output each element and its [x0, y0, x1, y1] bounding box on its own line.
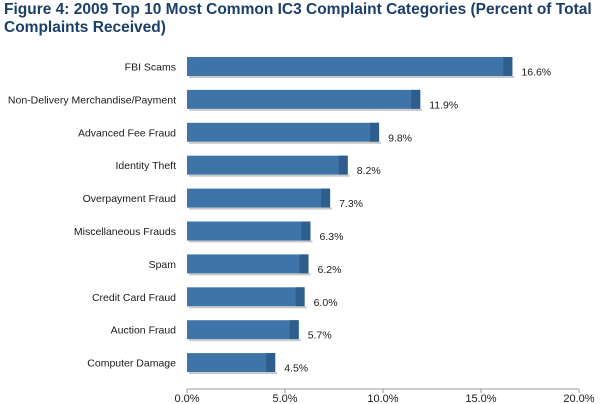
x-tick-label: 0.0%: [174, 393, 199, 404]
bar-shadow: [189, 339, 301, 342]
category-label: FBI Scams: [125, 62, 176, 74]
category-label: Credit Card Fraud: [92, 292, 176, 304]
value-label: 11.9%: [429, 99, 458, 111]
value-label: 8.2%: [357, 165, 381, 177]
x-axis: 0.0% 5.0% 10.0% 15.0% 20.0%: [174, 388, 595, 404]
bar-end-cap: [266, 353, 276, 373]
bar-end-cap: [299, 254, 309, 274]
bar-group: Computer Damage 4.5%: [87, 353, 308, 375]
bar-group: Advanced Fee Fraud 9.8%: [78, 122, 412, 144]
value-label: 5.7%: [308, 330, 332, 342]
bar-end-cap: [370, 122, 380, 142]
bar-group: Auction Fraud 5.7%: [111, 320, 332, 342]
bar-shadow: [189, 207, 333, 210]
bar-shadow: [189, 306, 307, 309]
bar-group: Miscellaneous Frauds 6.3%: [74, 221, 343, 243]
value-label: 7.3%: [339, 198, 363, 210]
category-label: Overpayment Fraud: [83, 193, 177, 205]
bar: [187, 89, 421, 109]
bar-group: Spam 6.2%: [149, 254, 342, 276]
category-label: Identity Theft: [115, 160, 176, 172]
x-tick-label: 20.0%: [563, 393, 594, 404]
bar-group: Identity Theft 8.2%: [115, 155, 381, 177]
chart-title: Figure 4: 2009 Top 10 Most Common IC3 Co…: [4, 1, 592, 36]
category-label: Computer Damage: [87, 358, 176, 370]
value-label: 6.2%: [318, 264, 342, 276]
value-label: 6.0%: [314, 297, 338, 309]
bar-end-cap: [503, 57, 513, 76]
category-label: Non-Delivery Merchandise/Payment: [8, 94, 176, 106]
bar-shadow: [189, 372, 278, 375]
category-label: Miscellaneous Frauds: [74, 226, 176, 238]
category-label: Auction Fraud: [111, 325, 177, 337]
bar: [187, 254, 309, 274]
bar-group: Credit Card Fraud 6.0%: [92, 287, 338, 309]
x-tick-label: 10.0%: [367, 393, 398, 404]
bar-end-cap: [321, 188, 331, 208]
value-label: 6.3%: [319, 231, 343, 243]
bar-group: FBI Scams 16.6%: [125, 57, 551, 79]
bar: [187, 57, 513, 76]
category-label: Spam: [149, 259, 177, 271]
x-tick-label: 5.0%: [272, 393, 297, 404]
bar: [187, 221, 311, 241]
bar-shadow: [189, 240, 313, 243]
value-label: 16.6%: [521, 67, 551, 79]
value-label: 9.8%: [388, 132, 412, 144]
bar-end-cap: [289, 320, 299, 340]
bar-group: Non-Delivery Merchandise/Payment 11.9%: [8, 89, 458, 111]
bar-shadow: [189, 273, 311, 276]
bar-shadow: [189, 108, 423, 111]
value-label: 4.5%: [284, 363, 308, 375]
bar-end-cap: [295, 287, 305, 307]
bar-end-cap: [301, 221, 311, 241]
bar-end-cap: [338, 155, 348, 175]
bar: [187, 353, 276, 373]
bar-shadow: [189, 76, 515, 78]
bar-shadow: [189, 141, 382, 144]
category-label: Advanced Fee Fraud: [78, 127, 176, 139]
bar: [187, 155, 348, 175]
bars-layer: FBI Scams 16.6% Non-Delivery Merchandise/P…: [8, 57, 551, 375]
bar: [187, 287, 305, 307]
bar-end-cap: [411, 89, 421, 109]
bar: [187, 122, 380, 142]
bar-shadow: [189, 174, 350, 177]
bar-group: Overpayment Fraud 7.3%: [83, 188, 363, 210]
bar: [187, 320, 299, 340]
x-tick-label: 15.0%: [465, 393, 496, 404]
bar: [187, 188, 331, 208]
